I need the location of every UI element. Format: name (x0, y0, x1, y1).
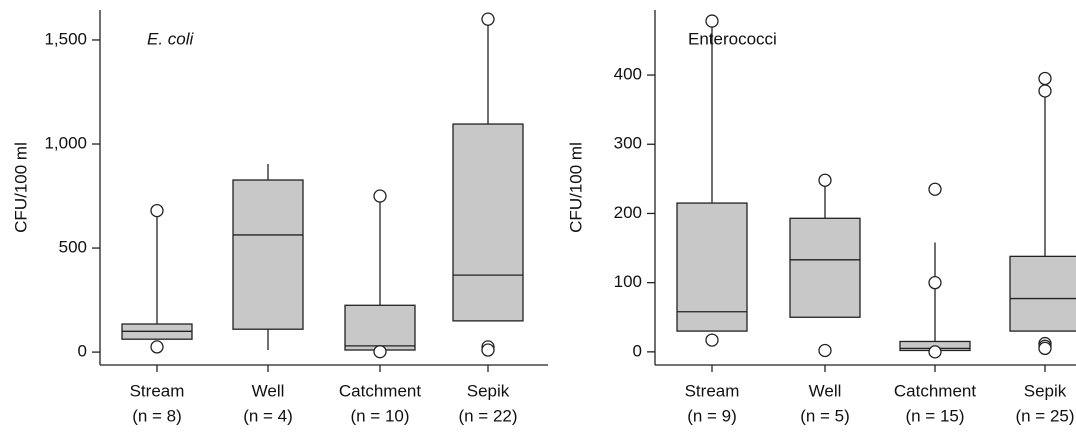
outlier (373, 345, 387, 359)
outlier (481, 12, 495, 26)
n-label: (n = 22) (458, 406, 517, 425)
outlier (150, 340, 164, 354)
x-tick-label: Sepik (467, 381, 510, 400)
y-tick-label: 1,000 (44, 133, 87, 152)
panel: CFU/100 ml Enterococci 0 100 200 300 400 Stream… (566, 10, 1076, 425)
outlier (818, 343, 832, 358)
box-group (676, 14, 748, 347)
outlier (481, 343, 495, 357)
y-axis-label: CFU/100 ml (566, 142, 585, 233)
y-tick-label: 200 (614, 203, 642, 222)
y-tick-label: 400 (614, 65, 642, 84)
y-tick-label: 0 (633, 341, 642, 360)
y-tick-label: 1,500 (44, 29, 87, 48)
box (344, 304, 416, 351)
box (452, 123, 524, 322)
box-group (1009, 71, 1076, 356)
panel-title: E. coli (147, 29, 195, 48)
x-tick-label: Catchment (894, 381, 976, 400)
panel: CFU/100 ml E. coli 0 500 1,000 1,500 Stream (n … (11, 10, 548, 425)
x-tick-label: Sepik (1024, 381, 1067, 400)
outlier (1038, 71, 1052, 86)
n-label: (n = 5) (800, 406, 850, 425)
n-label: (n = 10) (350, 406, 409, 425)
x-tick-label: Stream (685, 381, 740, 400)
outlier (928, 345, 942, 359)
outlier (705, 333, 719, 347)
box (676, 202, 748, 332)
outlier (1038, 341, 1052, 356)
n-label: (n = 9) (687, 406, 737, 425)
x-tick-label: Well (809, 381, 842, 400)
outlier (818, 173, 832, 187)
box (789, 217, 861, 318)
y-tick-label: 500 (59, 238, 87, 257)
box-group (121, 203, 193, 354)
x-tick-label: Stream (130, 381, 185, 400)
outlier (928, 182, 942, 196)
outlier (705, 14, 719, 28)
box-group (452, 12, 524, 357)
box-group (232, 163, 304, 351)
x-tick-label: Catchment (339, 381, 421, 400)
n-label: (n = 15) (905, 406, 964, 425)
n-label: (n = 8) (132, 406, 182, 425)
outlier (1038, 84, 1052, 98)
box (232, 179, 304, 330)
outlier (150, 203, 164, 218)
x-tick-label: Well (252, 381, 285, 400)
box-group (899, 182, 971, 359)
y-tick-label: 300 (614, 134, 642, 153)
y-tick-label: 0 (78, 342, 87, 361)
box-group (789, 173, 861, 358)
n-label: (n = 4) (243, 406, 293, 425)
box (1009, 255, 1076, 332)
outlier (373, 189, 387, 203)
y-axis-label: CFU/100 ml (11, 142, 30, 233)
y-tick-label: 100 (614, 272, 642, 291)
panel-title: Enterococci (688, 29, 777, 48)
box-group (344, 189, 416, 359)
outlier (928, 276, 942, 290)
n-label: (n = 25) (1015, 406, 1074, 425)
